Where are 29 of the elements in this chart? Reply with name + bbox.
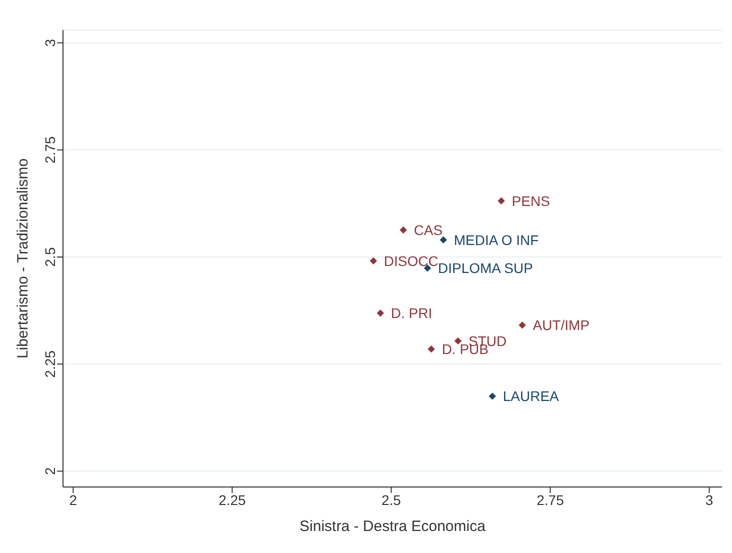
x-axis-title: Sinistra - Destra Economica bbox=[300, 518, 486, 535]
y-tick-label: 2 bbox=[42, 467, 58, 476]
point bbox=[400, 226, 407, 234]
point bbox=[376, 310, 384, 317]
y-tick-label: 2.75 bbox=[42, 136, 58, 164]
data-label: DISOCC bbox=[384, 252, 438, 269]
y-tick-label: 3 bbox=[42, 38, 58, 47]
data-label: PENS bbox=[512, 192, 550, 209]
point bbox=[498, 197, 505, 204]
x-tick-label: 2.5 bbox=[381, 492, 402, 508]
x-tick-label: 2.75 bbox=[536, 492, 564, 508]
point bbox=[488, 392, 496, 400]
point bbox=[518, 322, 526, 329]
point bbox=[370, 257, 378, 264]
data-label: LAUREA bbox=[502, 388, 560, 404]
point bbox=[428, 345, 435, 353]
y-tick-label: 2.5 bbox=[42, 247, 58, 267]
data-label: MEDIA O INF bbox=[454, 232, 539, 248]
point bbox=[440, 236, 447, 244]
data-label: D. PRI bbox=[390, 305, 432, 322]
y-axis-title: Libertarismo - Tradizionalismo bbox=[14, 158, 32, 359]
data-label: AUT/IMP bbox=[532, 317, 590, 334]
data-label: DIPLOMA SUP bbox=[438, 260, 533, 276]
point bbox=[454, 337, 462, 345]
data-label: CAS bbox=[414, 222, 443, 238]
x-tick-label: 3 bbox=[705, 492, 714, 508]
x-tick-label: 2.25 bbox=[218, 492, 246, 508]
x-tick-label: 2 bbox=[69, 492, 78, 508]
y-tick-label: 2.25 bbox=[42, 350, 58, 378]
